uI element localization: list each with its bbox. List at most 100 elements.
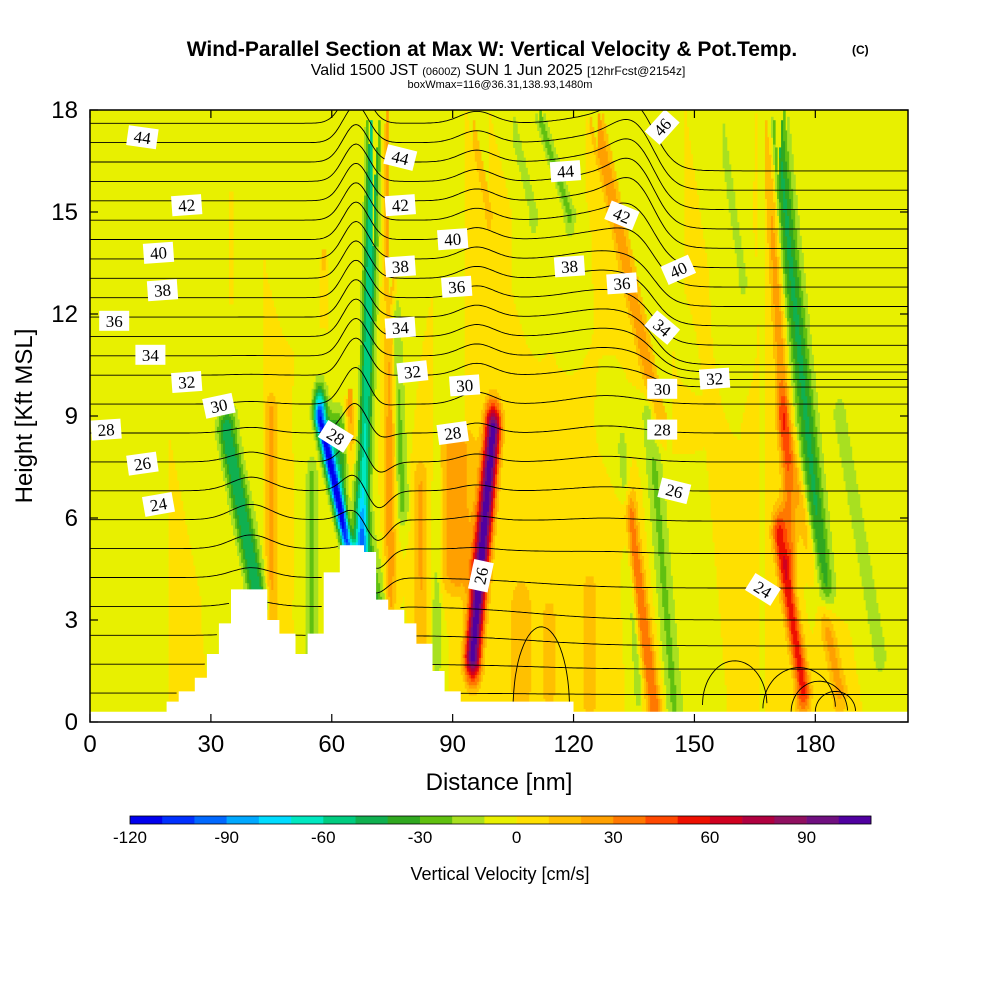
theta-label-text: 26 [470,566,492,587]
w-cell [499,402,502,410]
w-cell [488,514,492,526]
w-cell [345,538,349,543]
w-cell [494,144,498,390]
w-cell [511,599,514,692]
w-cell [486,603,490,624]
theta-label-box [141,491,176,517]
w-cell [601,130,605,176]
w-cell [791,541,794,587]
w-cell [791,603,794,635]
w-cell [476,552,480,563]
w-cell [573,371,577,722]
w-cell [231,419,234,437]
w-cell [472,524,476,539]
w-cell [799,382,802,417]
w-cell [237,528,240,543]
w-cell [787,150,790,179]
w-cell [599,456,603,722]
w-cell [499,409,502,417]
w-cell [317,399,321,403]
w-cell [353,501,357,526]
w-cell [355,460,359,478]
w-cell [633,507,637,529]
w-cell [797,484,800,505]
w-cell [364,535,367,563]
w-cell [359,511,363,529]
w-cell [496,412,500,417]
w-cell [821,487,824,519]
w-cell [237,514,240,529]
w-cell [535,358,538,722]
w-cell [795,402,798,427]
w-cell [474,671,478,675]
w-cell [474,677,478,686]
w-cell [343,518,347,522]
w-cell [319,443,323,448]
w-cell [555,178,559,189]
w-cell [386,416,389,546]
w-cell [668,677,671,722]
w-cell [357,484,361,499]
w-cell [484,609,488,624]
theta-label: 38 [146,279,179,302]
w-cell [321,388,325,393]
w-cell [224,463,228,478]
w-cell [668,552,671,614]
w-cell [321,446,325,451]
w-cell [492,419,496,424]
w-cell [853,470,857,539]
w-cell [478,181,482,427]
w-cell [835,616,839,638]
w-cell [315,436,319,441]
w-cell [337,521,341,526]
w-cell [335,514,339,519]
w-cell [625,290,629,308]
w-cell [317,375,321,383]
w-cell [607,477,611,722]
w-cell [648,694,651,720]
w-cell [702,239,706,448]
w-cell [797,620,800,631]
w-cell [317,439,321,448]
w-cell [496,453,500,465]
w-cell [591,127,595,145]
w-cell [797,596,800,611]
w-cell [470,603,474,618]
w-cell [811,698,814,722]
w-cell [462,439,466,587]
w-cell [573,208,577,223]
w-cell [837,616,841,648]
w-cell [339,531,343,536]
w-cell [321,269,325,329]
w-cell [488,603,492,722]
w-cell [551,140,554,152]
w-cell [349,501,353,519]
w-cell [337,514,341,519]
w-cell [464,681,468,689]
w-cell [456,586,460,597]
w-cell [357,419,361,451]
w-cell [496,150,500,393]
w-cell [565,375,569,722]
w-cell [629,310,633,325]
w-cell [811,633,814,686]
w-cell [728,164,732,213]
w-cell [490,490,494,502]
w-cell [468,650,472,662]
w-cell [470,626,474,641]
w-cell [362,507,365,529]
w-cell [640,371,643,393]
w-cell [859,507,863,577]
w-cell [315,375,319,383]
w-cell [785,341,788,366]
w-cell [783,626,786,722]
w-cell [706,266,710,471]
w-cell [388,361,391,597]
theta-label-box [126,125,159,150]
w-cell [787,470,790,543]
w-cell [557,184,561,196]
w-cell [519,140,522,172]
theta-contour [90,601,908,621]
w-cell [748,388,752,722]
w-cell [650,650,653,716]
